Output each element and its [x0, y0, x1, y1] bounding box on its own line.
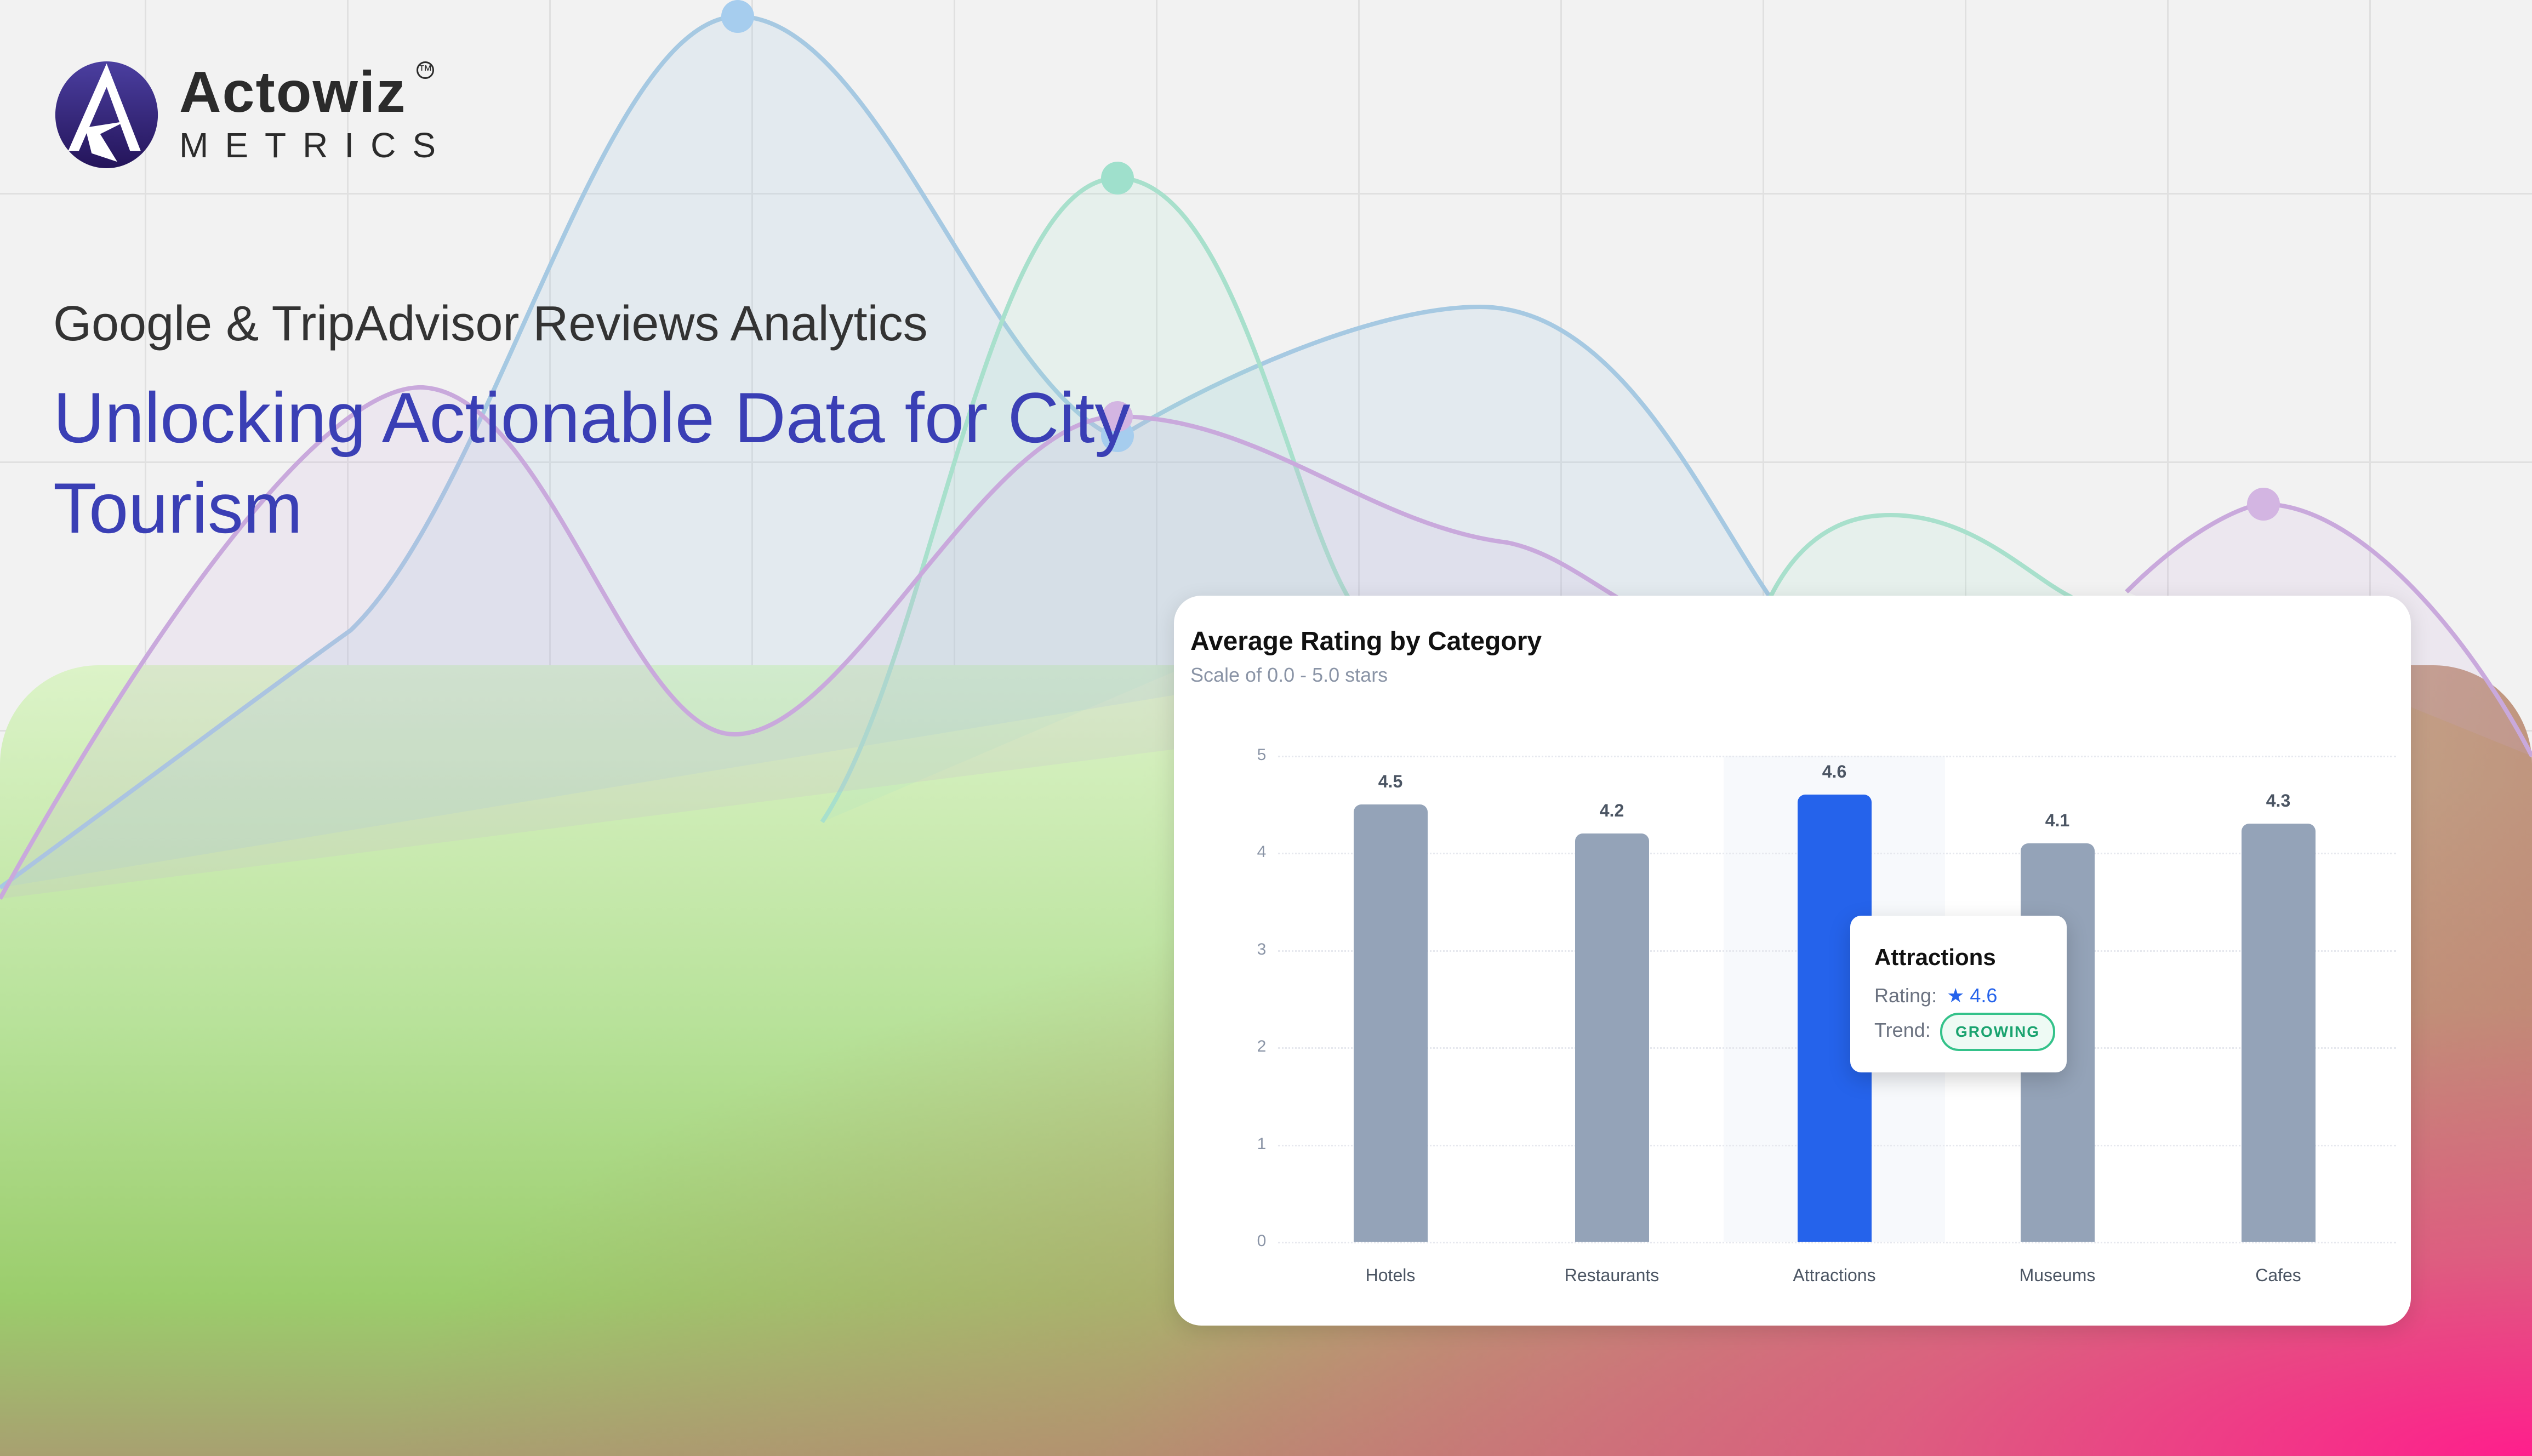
y-tick-label: 5: [1257, 746, 1267, 764]
value-label: 4.1: [2045, 810, 2070, 830]
value-label: 4.5: [1378, 771, 1403, 791]
chart-title: Average Rating by Category: [1190, 627, 1542, 656]
category-label: Museums: [2019, 1265, 2096, 1285]
y-tick-label: 3: [1257, 940, 1267, 958]
gridline: [1278, 1242, 2396, 1243]
value-label: 4.2: [1599, 800, 1624, 820]
brand-subtitle: METRICS: [179, 125, 452, 165]
actowiz-logo: [55, 61, 158, 168]
y-tick-label: 0: [1257, 1232, 1267, 1250]
curve-dot: [721, 0, 754, 33]
curve-dot: [2247, 488, 2280, 521]
bar-cafes[interactable]: [2242, 824, 2316, 1242]
tooltip-title: Attractions: [1874, 944, 1996, 970]
hero-title: Unlocking Actionable Data for City Touri…: [53, 378, 1131, 548]
brand-name: Actowiz: [179, 60, 407, 124]
bar-restaurants[interactable]: [1575, 833, 1649, 1242]
y-tick-label: 1: [1257, 1134, 1267, 1153]
chart-card: Average Rating by Category Scale of 0.0 …: [1174, 596, 2411, 1326]
category-label: Cafes: [2255, 1265, 2301, 1285]
trend-badge: GROWING: [1940, 1013, 2055, 1051]
value-label: 4.3: [2266, 791, 2291, 811]
hero-subtitle: Google & TripAdvisor Reviews Analytics: [53, 296, 928, 351]
curve-dot: [1101, 162, 1134, 195]
trademark-symbol: ™: [417, 61, 434, 79]
category-label: Hotels: [1365, 1265, 1416, 1285]
curve-dot: [1102, 401, 1133, 432]
value-label: 4.6: [1822, 761, 1847, 781]
tooltip-trend-label: Trend:: [1874, 1019, 1931, 1041]
tooltip-rating: Rating: ★ 4.6: [1874, 984, 1997, 1007]
tooltip-rating-label: Rating:: [1874, 984, 1937, 1007]
chart-subtitle: Scale of 0.0 - 5.0 stars: [1190, 664, 1388, 686]
category-label: Restaurants: [1564, 1265, 1660, 1285]
tooltip-rating-value: ★ 4.6: [1947, 984, 1998, 1007]
category-label: Attractions: [1793, 1265, 1876, 1285]
bar-hotels[interactable]: [1354, 804, 1428, 1242]
tooltip: Attractions Rating: ★ 4.6 Trend: GROWING: [1850, 916, 2067, 1072]
gridline: [1278, 756, 2396, 757]
green-curve: [820, 175, 2073, 824]
y-tick-label: 4: [1257, 843, 1267, 861]
y-tick-label: 2: [1257, 1037, 1267, 1056]
